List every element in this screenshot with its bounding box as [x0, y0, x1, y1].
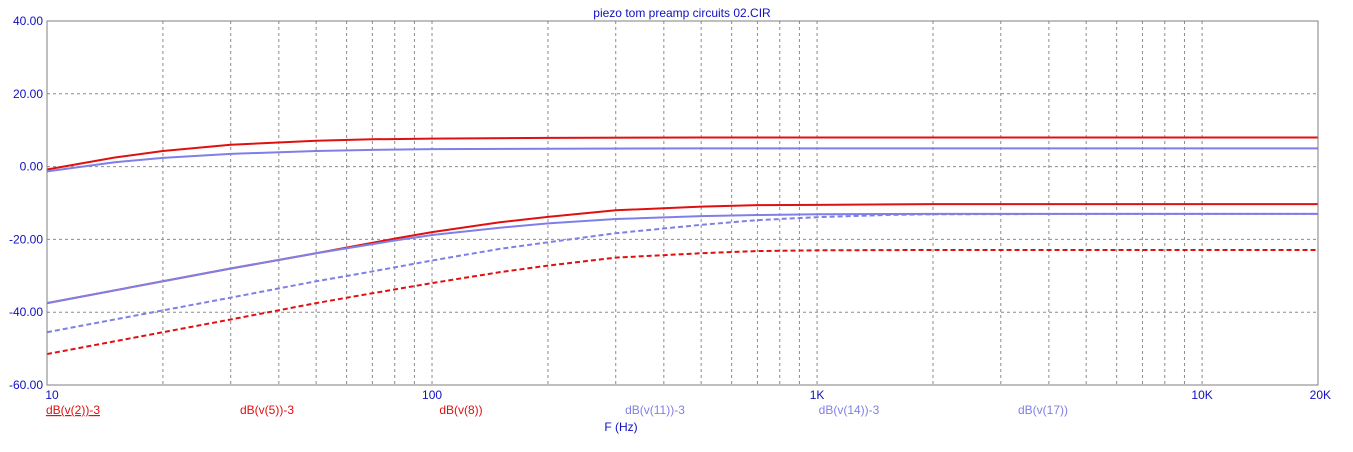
series-line-4 [46, 147, 1318, 173]
legend: dB(v(2))-3 dB(v(5))-3 dB(v(8)) dB(v(11))-3 d… [46, 403, 1068, 417]
y-tick-label: -40.00 [9, 305, 43, 319]
chart-title: piezo tom preamp circuits 02.CIR [593, 6, 771, 20]
legend-entry-1[interactable]: dB(v(2))-3 [46, 403, 100, 417]
y-tick-label: 20.00 [13, 87, 43, 101]
y-tick-label: 40.00 [13, 14, 43, 28]
series-line-6 [46, 212, 1318, 334]
series-layer [46, 136, 1318, 356]
y-tick-label: -60.00 [9, 378, 43, 392]
y-tick-label: 0.00 [20, 160, 44, 174]
x-tick-label: 20K [1310, 388, 1331, 402]
grid-layer [47, 21, 1318, 385]
y-tick-label: -20.00 [9, 232, 43, 246]
x-tick-label: 1K [810, 388, 825, 402]
x-tick-labels: 10 100 1K 10K 20K [45, 388, 1331, 402]
legend-entry-2[interactable]: dB(v(5))-3 [240, 403, 294, 417]
legend-entry-5[interactable]: dB(v(14))-3 [819, 403, 880, 417]
y-tick-labels: 40.00 20.00 0.00 -20.00 -40.00 -60.00 [9, 14, 43, 392]
x-tick-label: 10K [1191, 388, 1212, 402]
plot-frame [46, 20, 1319, 386]
series-line-1 [46, 136, 1318, 171]
x-axis-label: F (Hz) [604, 420, 637, 434]
x-tick-label: 10 [45, 388, 59, 402]
x-tick-label: 100 [422, 388, 442, 402]
legend-entry-4[interactable]: dB(v(11))-3 [625, 403, 685, 417]
series-line-3 [46, 248, 1318, 356]
legend-entry-6[interactable]: dB(v(17)) [1018, 403, 1068, 417]
legend-entry-3[interactable]: dB(v(8)) [439, 403, 482, 417]
